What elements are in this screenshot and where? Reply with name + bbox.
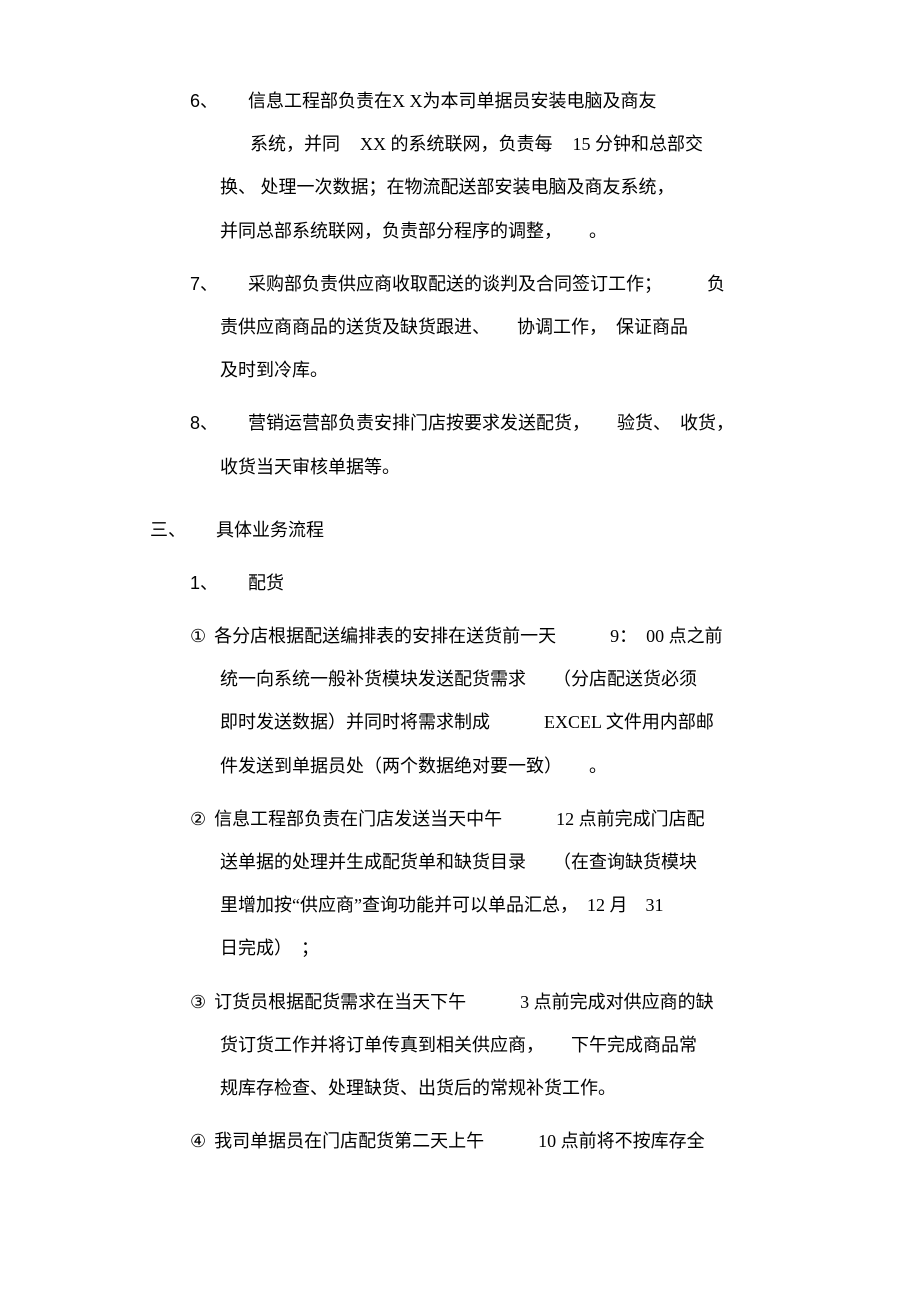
- text-line: 各分店根据配送编排表的安排在送货前一天 9： 00 点之前: [214, 615, 723, 658]
- item-number: 1、: [190, 562, 218, 605]
- subsection-1: 1、 配货: [190, 562, 800, 605]
- text-line: 即时发送数据）并同时将需求制成 EXCEL 文件用内部邮: [220, 701, 800, 744]
- section-title: 具体业务流程: [216, 509, 324, 552]
- list-item-8: 8、 营销运营部负责安排门店按要求发送配货， 验货、 收货， 收货当天审核单据等…: [190, 402, 800, 488]
- text-line: 订货员根据配货需求在当天下午 3 点前完成对供应商的缺: [214, 981, 714, 1024]
- circled-number: ①: [190, 615, 206, 658]
- section-number: 三、: [150, 509, 186, 552]
- subsection-title: 配货: [248, 562, 284, 605]
- text-line: 信息工程部负责在X X为本司单据员安装电脑及商友: [248, 80, 657, 123]
- text-line: 货订货工作并将订单传真到相关供应商， 下午完成商品常: [220, 1024, 800, 1067]
- list-item-7: 7、 采购部负责供应商收取配送的谈判及合同签订工作； 负 责供应商商品的送货及缺…: [190, 263, 800, 393]
- text-line: 信息工程部负责在门店发送当天中午 12 点前完成门店配: [214, 798, 705, 841]
- text-line: 并同总部系统联网，负责部分程序的调整， 。: [220, 210, 800, 253]
- text-line: 系统，并同: [250, 123, 340, 166]
- circled-item-2: ② 信息工程部负责在门店发送当天中午 12 点前完成门店配 送单据的处理并生成配…: [190, 798, 800, 971]
- text-line: 我司单据员在门店配货第二天上午 10 点前将不按库存全: [214, 1120, 705, 1163]
- text-line: 换、 处理一次数据；在物流配送部安装电脑及商友系统，: [220, 166, 800, 209]
- text-line: 统一向系统一般补货模块发送配货需求 （分店配送货必须: [220, 658, 800, 701]
- circled-item-1: ① 各分店根据配送编排表的安排在送货前一天 9： 00 点之前 统一向系统一般补…: [190, 615, 800, 788]
- list-item-6: 6、 信息工程部负责在X X为本司单据员安装电脑及商友 系统，并同 XX 的系统…: [190, 80, 800, 253]
- text-line: 里增加按“供应商”查询功能并可以单品汇总， 12 月 31: [220, 884, 800, 927]
- text-line: XX 的系统联网，负责每: [360, 123, 553, 166]
- text-line: 送单据的处理并生成配货单和缺货目录 （在查询缺货模块: [220, 841, 800, 884]
- circled-number: ②: [190, 798, 206, 841]
- circled-number: ③: [190, 981, 206, 1024]
- text-line: 采购部负责供应商收取配送的谈判及合同签订工作； 负: [248, 263, 725, 306]
- circled-item-4: ④ 我司单据员在门店配货第二天上午 10 点前将不按库存全: [190, 1120, 800, 1163]
- text-line: 日完成） ；: [220, 927, 800, 970]
- text-line: 15 分钟和总部交: [573, 123, 704, 166]
- text-line: 件发送到单据员处（两个数据绝对要一致） 。: [220, 745, 800, 788]
- circled-item-3: ③ 订货员根据配货需求在当天下午 3 点前完成对供应商的缺 货订货工作并将订单传…: [190, 981, 800, 1111]
- circled-number: ④: [190, 1120, 206, 1163]
- text-line: 责供应商商品的送货及缺货跟进、 协调工作， 保证商品: [220, 306, 800, 349]
- text-line: 及时到冷库。: [220, 349, 800, 392]
- document-page: 6、 信息工程部负责在X X为本司单据员安装电脑及商友 系统，并同 XX 的系统…: [0, 0, 920, 1303]
- section-heading-3: 三、 具体业务流程: [150, 509, 800, 552]
- text-line: 收货当天审核单据等。: [220, 446, 800, 489]
- text-line: 营销运营部负责安排门店按要求发送配货， 验货、 收货，: [248, 402, 734, 445]
- item-number: 6、: [190, 80, 218, 123]
- text-line: 规库存检查、处理缺货、出货后的常规补货工作。: [220, 1067, 800, 1110]
- item-number: 7、: [190, 263, 218, 306]
- item-number: 8、: [190, 402, 218, 445]
